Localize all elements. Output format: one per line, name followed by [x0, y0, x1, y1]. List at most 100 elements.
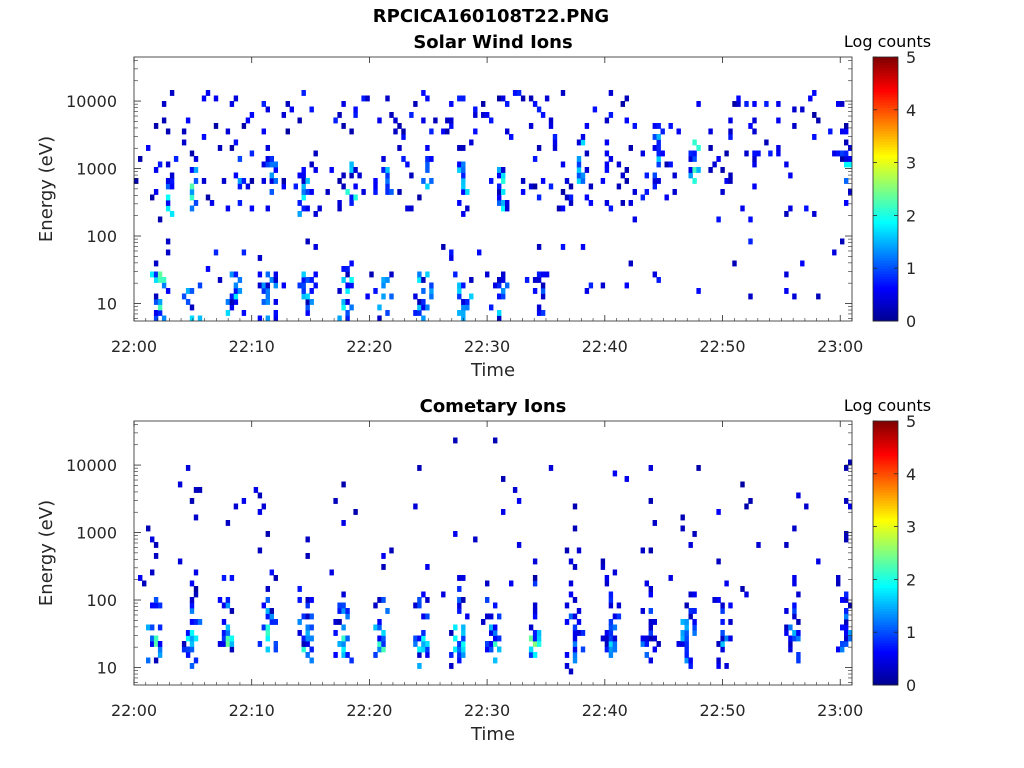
- spectrogram-cell: [641, 548, 645, 554]
- spectrogram-cell: [661, 129, 665, 135]
- spectrogram-cell: [298, 173, 302, 179]
- spectrogram-cell: [349, 195, 353, 201]
- spectrogram-cell: [844, 129, 848, 135]
- spectrogram-cell: [306, 636, 310, 642]
- spectrogram-cell: [681, 636, 685, 642]
- spectrogram-cell: [190, 608, 194, 614]
- spectrogram-cell: [306, 206, 310, 212]
- spectrogram-cell: [421, 592, 425, 598]
- spectrogram-cell: [337, 200, 341, 206]
- spectrogram-cell: [218, 597, 222, 603]
- spectrogram-cell: [736, 101, 740, 107]
- spectrogram-cell: [154, 277, 158, 283]
- spectrogram-cell: [421, 630, 425, 636]
- spectrogram-cell: [373, 625, 377, 631]
- spectrogram-cell: [206, 195, 210, 201]
- spectrogram-cell: [489, 641, 493, 647]
- spectrogram-cell: [720, 189, 724, 195]
- spectrogram-cell: [489, 647, 493, 653]
- spectrogram-cell: [577, 608, 581, 614]
- spectrogram-cell: [262, 283, 266, 289]
- spectrogram-cell: [226, 129, 230, 135]
- spectrogram-cell: [840, 239, 844, 245]
- spectrogram-cell: [720, 641, 724, 647]
- y-axis-label: Energy (eV): [36, 136, 57, 242]
- spectrogram-cell: [796, 630, 800, 636]
- spectrogram-cell: [457, 294, 461, 300]
- spectrogram-cell: [609, 206, 613, 212]
- spectrogram-cell: [154, 294, 158, 300]
- spectrogram-cell: [645, 641, 649, 647]
- spectrogram-cell: [744, 151, 748, 157]
- spectrogram-cell: [645, 173, 649, 179]
- spectrogram-cell: [685, 630, 689, 636]
- spectrogram-cell: [413, 603, 417, 609]
- spectrogram-cell: [413, 504, 417, 510]
- spectrogram-cell: [649, 658, 653, 664]
- spectrogram-cell: [170, 178, 174, 184]
- spectrogram-cell: [230, 305, 234, 311]
- spectrogram-cell: [425, 96, 429, 102]
- spectrogram-cell: [505, 206, 509, 212]
- spectrogram-cell: [537, 310, 541, 316]
- spectrogram-cell: [657, 178, 661, 184]
- spectrogram-cell: [397, 123, 401, 129]
- spectrogram-cell: [258, 316, 262, 322]
- spectrogram-cell: [381, 641, 385, 647]
- spectrogram-cell: [828, 129, 832, 135]
- spectrogram-cell: [425, 156, 429, 162]
- x-tick-label: 22:50: [699, 701, 745, 720]
- spectrogram-cell: [234, 504, 238, 510]
- spectrogram-cell: [230, 299, 234, 305]
- spectrogram-cell: [417, 305, 421, 311]
- spectrogram-cell: [258, 493, 262, 499]
- spectrogram-cell: [298, 211, 302, 217]
- spectrogram-cell: [226, 520, 230, 526]
- spectrogram-cell: [461, 162, 465, 168]
- spectrogram-cell: [417, 597, 421, 603]
- spectrogram-cell: [720, 619, 724, 625]
- spectrogram-cell: [222, 619, 226, 625]
- colorbar-tick-label: 3: [906, 518, 916, 537]
- spectrogram-cell: [537, 636, 541, 642]
- spectrogram-cell: [541, 283, 545, 289]
- spectrogram-cell: [413, 294, 417, 300]
- spectrogram-cell: [381, 647, 385, 653]
- spectrogram-cell: [537, 107, 541, 113]
- spectrogram-cell: [449, 118, 453, 124]
- spectrogram-cell: [844, 156, 848, 162]
- spectrogram-cell: [166, 195, 170, 201]
- spectrogram-cell: [840, 597, 844, 603]
- spectrogram-cell: [692, 167, 696, 173]
- spectrogram-cell: [840, 151, 844, 157]
- spectrogram-cell: [158, 652, 162, 658]
- spectrogram-cell: [341, 592, 345, 598]
- spectrogram-cell: [146, 526, 150, 532]
- spectrogram-cell: [497, 184, 501, 190]
- spectrogram-cell: [844, 641, 848, 647]
- spectrogram-cell: [218, 641, 222, 647]
- spectrogram-cell: [266, 608, 270, 614]
- spectrogram-cell: [421, 305, 425, 311]
- spectrogram-cell: [641, 641, 645, 647]
- spectrogram-cell: [493, 438, 497, 444]
- spectrogram-cell: [720, 167, 724, 173]
- spectrogram-cell: [381, 597, 385, 603]
- spectrogram-cell: [345, 636, 349, 642]
- spectrogram-cell: [657, 140, 661, 146]
- spectrogram-cell: [625, 178, 629, 184]
- spectrogram-cell: [720, 608, 724, 614]
- spectrogram-cell: [657, 134, 661, 140]
- spectrogram-cell: [214, 250, 218, 256]
- spectrogram-cell: [692, 531, 696, 537]
- spectrogram-cell: [776, 151, 780, 157]
- spectrogram-cell: [521, 189, 525, 195]
- x-tick-label: 22:20: [346, 337, 392, 356]
- spectrogram-cell: [345, 652, 349, 658]
- spectrogram-cell: [445, 118, 449, 124]
- spectrogram-cell: [501, 96, 505, 102]
- spectrogram-cell: [150, 636, 154, 642]
- spectrogram-cell: [629, 145, 633, 151]
- spectrogram-cell: [266, 531, 270, 537]
- spectrogram-cell: [589, 283, 593, 289]
